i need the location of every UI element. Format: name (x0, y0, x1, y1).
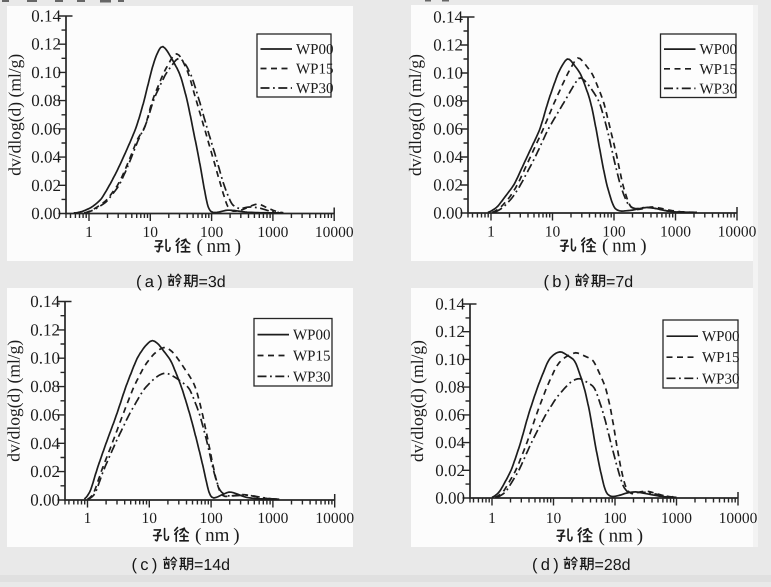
svg-text:1000: 1000 (660, 224, 691, 241)
svg-text:1000: 1000 (257, 510, 288, 527)
svg-text:1000: 1000 (257, 224, 288, 241)
svg-text:100: 100 (603, 510, 627, 527)
svg-text:0.06: 0.06 (31, 119, 61, 138)
svg-text:=28d: =28d (595, 557, 631, 574)
svg-text:0.02: 0.02 (30, 462, 60, 481)
svg-text:0.12: 0.12 (433, 36, 463, 55)
svg-text:WP30: WP30 (296, 81, 334, 97)
svg-text:WP30: WP30 (700, 81, 738, 97)
svg-text:10: 10 (142, 510, 158, 527)
svg-text:0.08: 0.08 (31, 91, 61, 110)
svg-text:1: 1 (85, 224, 93, 241)
svg-text:0.04: 0.04 (433, 148, 463, 167)
svg-text:WP00: WP00 (296, 42, 334, 58)
svg-text:( nm ): ( nm ) (602, 236, 647, 257)
svg-text:WP00: WP00 (702, 329, 740, 345)
svg-text:100: 100 (200, 224, 224, 241)
svg-text:0.00: 0.00 (30, 491, 60, 510)
svg-text:=7d: =7d (606, 274, 633, 291)
svg-text:0.08: 0.08 (433, 92, 463, 111)
svg-text:1: 1 (488, 510, 496, 527)
svg-text:0.14: 0.14 (435, 295, 465, 314)
svg-text:WP15: WP15 (702, 350, 740, 366)
svg-text:WP30: WP30 (293, 369, 331, 385)
svg-text:=3d: =3d (199, 274, 226, 291)
svg-text:0.14: 0.14 (433, 8, 463, 27)
svg-text:dv/dlog(d) (ml/g): dv/dlog(d) (ml/g) (5, 54, 25, 176)
svg-text:0.10: 0.10 (433, 64, 463, 83)
svg-text:0.14: 0.14 (30, 292, 60, 311)
svg-text:dv/dlog(d) (ml/g): dv/dlog(d) (ml/g) (407, 340, 427, 462)
svg-text:( nm ): ( nm ) (195, 525, 240, 546)
svg-text:1: 1 (84, 510, 92, 527)
svg-text:0.14: 0.14 (31, 7, 61, 26)
svg-text:10000: 10000 (315, 224, 354, 241)
svg-text:100: 100 (602, 224, 626, 241)
svg-text:dv/dlog(d) (ml/g): dv/dlog(d) (ml/g) (4, 340, 24, 462)
svg-text:100: 100 (199, 510, 223, 527)
svg-text:0.00: 0.00 (31, 204, 61, 223)
svg-text:0.08: 0.08 (435, 378, 465, 397)
svg-text:0.00: 0.00 (435, 489, 465, 508)
svg-text:0.12: 0.12 (435, 322, 465, 341)
svg-text:0.02: 0.02 (31, 176, 61, 195)
svg-text:0.06: 0.06 (433, 120, 463, 139)
svg-text:0.12: 0.12 (31, 35, 61, 54)
svg-text:0.12: 0.12 (30, 320, 60, 339)
svg-text:WP00: WP00 (700, 42, 738, 58)
svg-text:( nm ): ( nm ) (599, 526, 644, 547)
svg-text:0.00: 0.00 (433, 204, 463, 223)
svg-text:( b ): ( b ) (544, 273, 571, 291)
svg-text:WP15: WP15 (296, 62, 334, 78)
svg-text:1: 1 (487, 224, 495, 241)
svg-text:0.08: 0.08 (30, 377, 60, 396)
svg-text:( nm ): ( nm ) (197, 236, 242, 257)
svg-text:1000: 1000 (661, 510, 692, 527)
svg-text:0.10: 0.10 (31, 63, 61, 82)
svg-text:0.04: 0.04 (435, 433, 465, 452)
svg-text:0.04: 0.04 (31, 148, 61, 167)
svg-text:WP00: WP00 (293, 328, 331, 344)
svg-text:0.02: 0.02 (433, 176, 463, 195)
svg-text:10: 10 (545, 224, 561, 241)
svg-text:0.10: 0.10 (435, 350, 465, 369)
svg-text:10000: 10000 (315, 510, 354, 527)
svg-text:10000: 10000 (719, 510, 758, 527)
svg-text:WP30: WP30 (702, 371, 740, 387)
svg-text:WP15: WP15 (700, 62, 738, 78)
svg-text:0.10: 0.10 (30, 349, 60, 368)
svg-text:0.06: 0.06 (435, 405, 465, 424)
svg-text:0.02: 0.02 (435, 461, 465, 480)
svg-text:0.06: 0.06 (30, 405, 60, 424)
svg-text:0.04: 0.04 (30, 434, 60, 453)
svg-text:=14d: =14d (194, 557, 230, 574)
svg-text:10: 10 (143, 224, 159, 241)
svg-text:WP15: WP15 (293, 349, 331, 365)
svg-text:10: 10 (546, 510, 562, 527)
svg-text:( a ): ( a ) (136, 273, 163, 291)
svg-text:dv/dlog(d) (ml/g): dv/dlog(d) (ml/g) (405, 54, 425, 176)
svg-text:10000: 10000 (718, 224, 757, 241)
svg-text:( d ): ( d ) (532, 556, 559, 574)
svg-text:( c ): ( c ) (132, 556, 158, 574)
